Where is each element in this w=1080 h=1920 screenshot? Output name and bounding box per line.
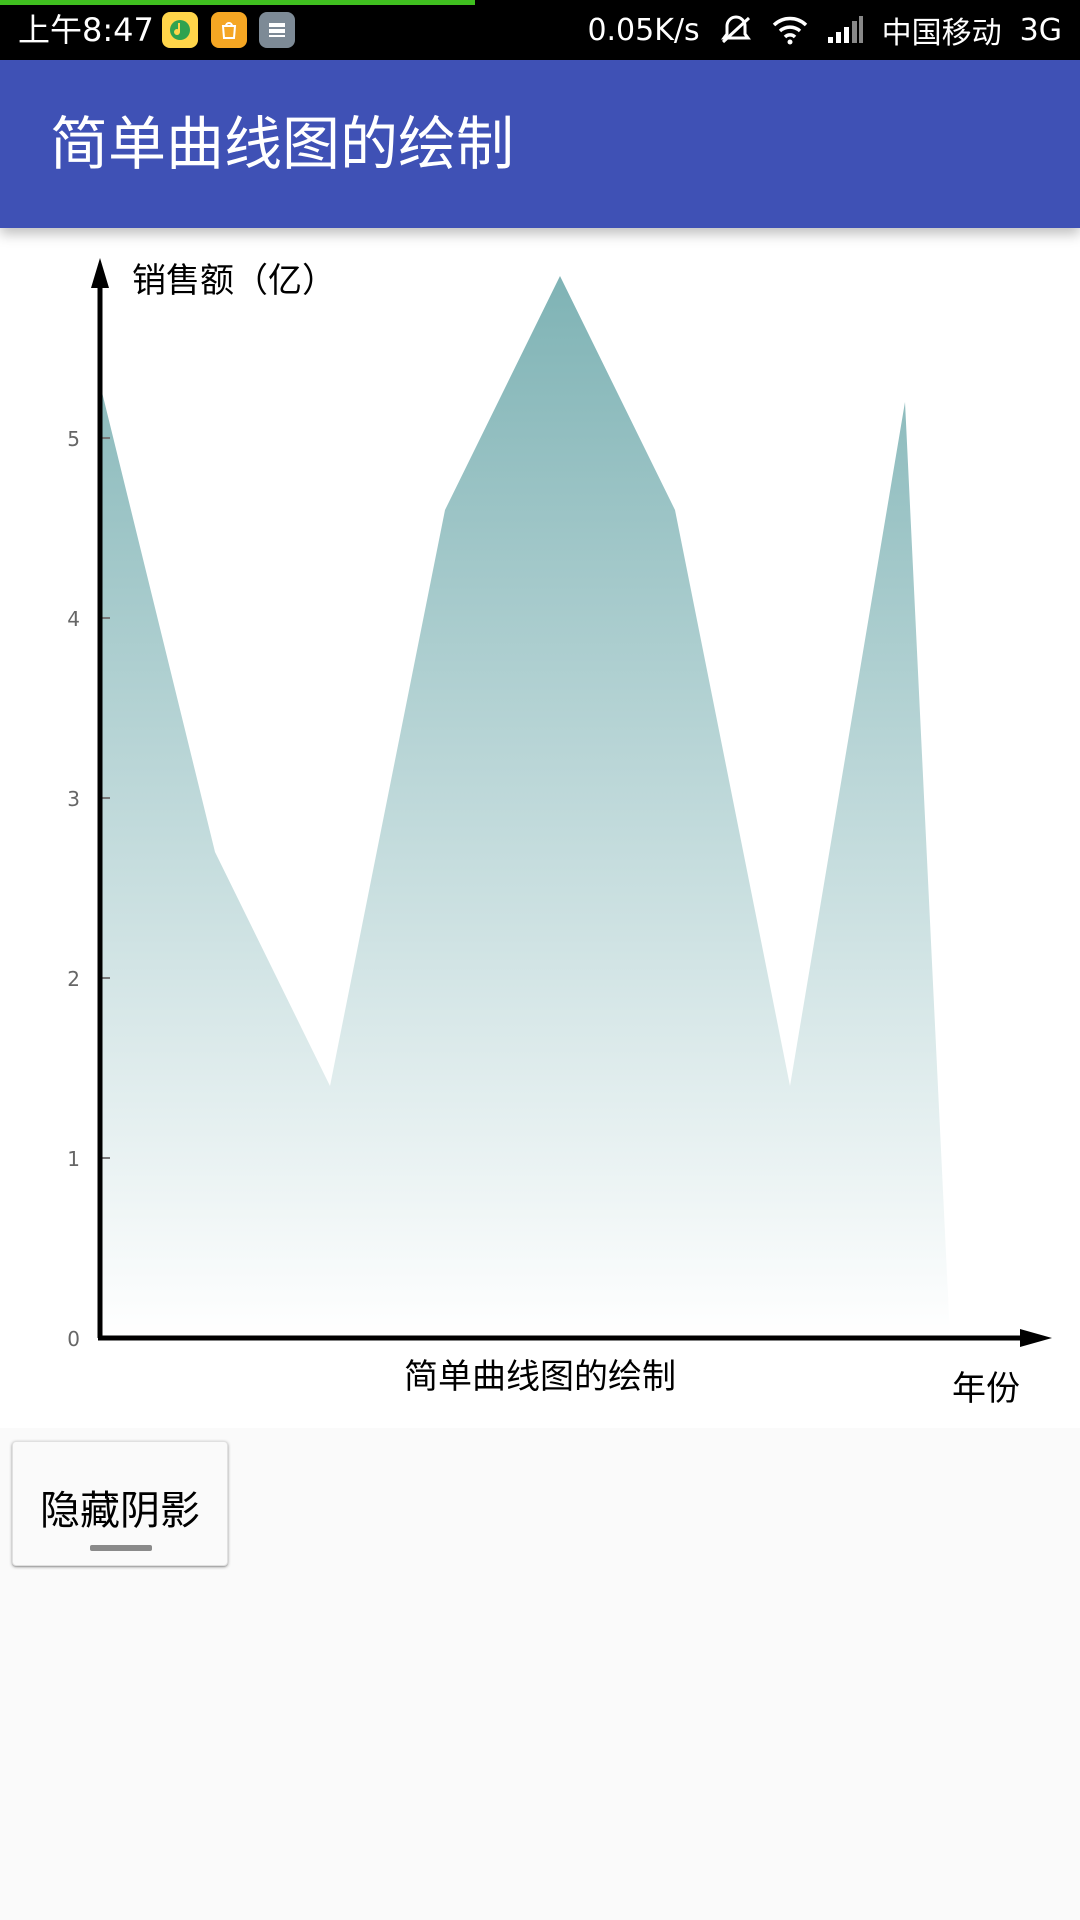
signal-icon bbox=[826, 15, 864, 45]
mi-store-icon bbox=[211, 12, 247, 48]
page-load-progress bbox=[0, 0, 476, 5]
chart-panel: 0 1 2 3 4 5 销售额（亿） 简单曲线图的绘制 年份 bbox=[0, 228, 1080, 1428]
y-tick-label: 5 bbox=[67, 427, 80, 451]
area-chart: 0 1 2 3 4 5 销售额（亿） 简单曲线图的绘制 年份 bbox=[67, 258, 1052, 1409]
y-tick-label: 4 bbox=[67, 607, 80, 631]
status-time: 上午8:47 bbox=[18, 11, 154, 49]
hide-shadow-button-label: 隐藏阴影 bbox=[40, 1488, 200, 1534]
y-axis-label: 销售额（亿） bbox=[132, 261, 336, 301]
wifi-icon bbox=[772, 15, 808, 45]
y-tick-label: 3 bbox=[67, 787, 80, 811]
y-axis-ticks: 0 1 2 3 4 5 bbox=[67, 427, 110, 1351]
net-speed: 0.05K/s bbox=[587, 12, 700, 48]
status-bar: 上午8:47 0.05K/s 中国移动 3G bbox=[0, 0, 1080, 60]
app-title: 简单曲线图的绘制 bbox=[50, 110, 515, 178]
button-underline bbox=[90, 1545, 152, 1551]
app-bar: 简单曲线图的绘制 bbox=[0, 60, 1080, 228]
y-tick-label: 1 bbox=[67, 1147, 80, 1171]
qq-music-icon bbox=[162, 12, 198, 48]
y-tick-label: 0 bbox=[67, 1327, 80, 1351]
x-axis-label: 年份 bbox=[952, 1369, 1020, 1409]
y-axis-arrow bbox=[91, 258, 109, 288]
hide-shadow-button[interactable]: 隐藏阴影 bbox=[12, 1441, 228, 1566]
carrier-name: 中国移动 bbox=[881, 16, 1002, 51]
status-right-group: 0.05K/s 中国移动 3G bbox=[587, 10, 1062, 52]
chart-area-fill bbox=[100, 276, 950, 1338]
network-type: 3G bbox=[1019, 12, 1062, 48]
chart-title: 简单曲线图的绘制 bbox=[404, 1357, 676, 1397]
mute-icon bbox=[718, 12, 754, 48]
storage-icon bbox=[259, 12, 295, 48]
x-axis-arrow bbox=[1020, 1329, 1052, 1347]
y-tick-label: 2 bbox=[67, 967, 80, 991]
